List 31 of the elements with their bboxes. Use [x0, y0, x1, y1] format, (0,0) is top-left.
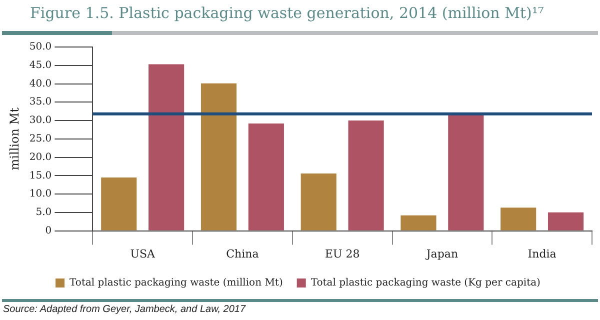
bar — [148, 64, 184, 230]
legend-label: Total plastic packaging waste (million Mt) — [70, 278, 283, 289]
legend-label: Total plastic packaging waste (Kg per capita) — [310, 278, 541, 289]
y-tick-label: 50.0 — [29, 42, 52, 53]
y-tick-label: 45.0 — [29, 60, 52, 71]
bar — [248, 123, 284, 230]
x-tick-label: Japan — [425, 247, 458, 260]
y-tick-label: 40.0 — [29, 78, 52, 90]
y-tick-label: 5.0 — [36, 207, 52, 218]
y-tick-label: 30.0 — [29, 115, 52, 126]
x-tick-label: India — [528, 247, 557, 260]
y-axis-title: million Mt — [7, 107, 22, 170]
bar — [500, 208, 536, 230]
y-tick-label: 10.0 — [29, 188, 52, 200]
y-tick-label: 20.0 — [29, 152, 52, 163]
y-tick-label: 35.0 — [29, 96, 52, 108]
bar — [200, 83, 237, 230]
x-tick-label: EU 28 — [324, 247, 360, 260]
bar — [101, 178, 137, 230]
chart-title: Figure 1.5. Plastic packaging waste generation, 2014 (million Mt)¹⁷ — [30, 4, 544, 22]
bar — [448, 114, 484, 230]
bar — [348, 120, 384, 230]
y-tick-label: 0 — [45, 225, 52, 236]
bar — [548, 212, 584, 230]
x-tick-label: China — [226, 247, 260, 260]
y-tick-label: 25.0 — [29, 133, 52, 144]
bar — [300, 173, 336, 230]
x-tick-label: USA — [130, 247, 156, 260]
source-note: Source: Adapted from Geyer, Jambeck, and Law, 2017 — [3, 304, 246, 315]
y-tick-label: 15.0 — [29, 170, 52, 182]
bar — [400, 215, 436, 230]
